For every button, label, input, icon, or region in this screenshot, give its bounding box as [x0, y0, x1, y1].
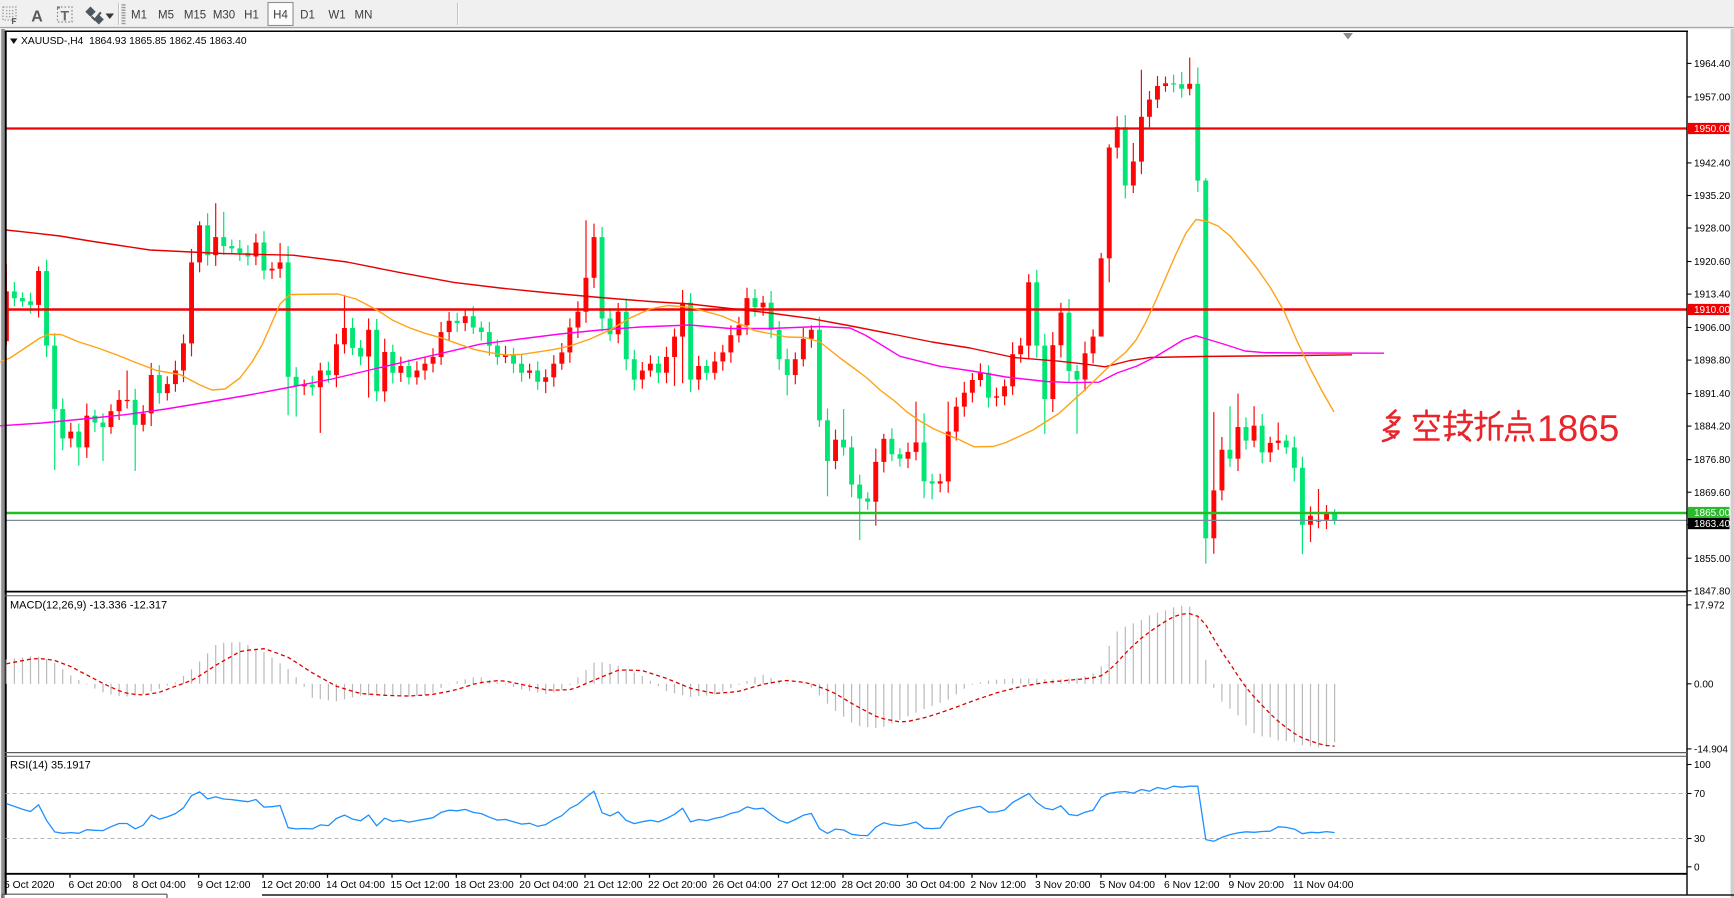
- svg-text:30: 30: [1694, 834, 1706, 845]
- svg-text:0.00: 0.00: [1694, 679, 1714, 690]
- svg-text:30 Oct 04:00: 30 Oct 04:00: [906, 880, 965, 891]
- svg-text:D1: D1: [300, 10, 315, 22]
- svg-text:1865.00: 1865.00: [1694, 508, 1731, 519]
- svg-text:20 Oct 04:00: 20 Oct 04:00: [519, 880, 578, 891]
- svg-text:M1: M1: [131, 10, 147, 22]
- svg-text:3 Nov 20:00: 3 Nov 20:00: [1035, 880, 1091, 891]
- svg-text:H1: H1: [244, 10, 259, 22]
- svg-text:RSI(14) 35.1917: RSI(14) 35.1917: [10, 760, 91, 772]
- svg-text:1950.00: 1950.00: [1694, 124, 1731, 135]
- svg-text:8 Oct 04:00: 8 Oct 04:00: [133, 880, 187, 891]
- svg-text:1847.80: 1847.80: [1694, 586, 1731, 597]
- svg-text:15 Oct 12:00: 15 Oct 12:00: [391, 880, 450, 891]
- svg-text:1898.80: 1898.80: [1694, 356, 1731, 367]
- svg-text:22 Oct 20:00: 22 Oct 20:00: [648, 880, 707, 891]
- svg-text:1935.20: 1935.20: [1694, 191, 1731, 202]
- svg-text:1876.80: 1876.80: [1694, 455, 1731, 466]
- svg-text:A: A: [31, 9, 43, 26]
- svg-text:1863.40: 1863.40: [1694, 519, 1731, 530]
- svg-text:1920.60: 1920.60: [1694, 257, 1731, 268]
- svg-text:1891.40: 1891.40: [1694, 389, 1731, 400]
- svg-text:0: 0: [1694, 862, 1700, 873]
- svg-text:18 Oct 23:00: 18 Oct 23:00: [455, 880, 514, 891]
- svg-text:100: 100: [1694, 760, 1711, 771]
- svg-text:1869.60: 1869.60: [1694, 488, 1731, 499]
- svg-text:H4: H4: [273, 10, 288, 22]
- svg-text:1855.00: 1855.00: [1694, 554, 1731, 565]
- svg-text:MACD(12,26,9) -13.336 -12.317: MACD(12,26,9) -13.336 -12.317: [10, 600, 167, 612]
- svg-text:6 Oct 20:00: 6 Oct 20:00: [69, 880, 123, 891]
- svg-text:1910.00: 1910.00: [1694, 305, 1731, 316]
- svg-text:F: F: [12, 17, 17, 26]
- svg-text:1884.20: 1884.20: [1694, 422, 1731, 433]
- svg-text:1928.00: 1928.00: [1694, 224, 1731, 235]
- svg-text:14 Oct 04:00: 14 Oct 04:00: [326, 880, 385, 891]
- svg-text:9 Nov 20:00: 9 Nov 20:00: [1229, 880, 1285, 891]
- svg-text:17.972: 17.972: [1694, 600, 1725, 611]
- svg-text:M15: M15: [184, 10, 206, 22]
- svg-text:1906.00: 1906.00: [1694, 323, 1731, 334]
- svg-text:70: 70: [1694, 789, 1706, 800]
- svg-text:1957.00: 1957.00: [1694, 93, 1731, 104]
- svg-text:1865: 1865: [1537, 408, 1619, 449]
- svg-text:MN: MN: [355, 10, 373, 22]
- svg-text:28 Oct 20:00: 28 Oct 20:00: [842, 880, 901, 891]
- svg-text:1942.40: 1942.40: [1694, 159, 1731, 170]
- svg-text:XAUUSD-,H4 1864.93 1865.85 18: XAUUSD-,H4 1864.93 1865.85 1862.45 1863.…: [21, 36, 247, 47]
- svg-text:21 Oct 12:00: 21 Oct 12:00: [584, 880, 643, 891]
- svg-text:T: T: [61, 8, 70, 24]
- svg-text:5 Oct 2020: 5 Oct 2020: [4, 880, 55, 891]
- svg-text:11 Nov 04:00: 11 Nov 04:00: [1293, 880, 1354, 891]
- svg-text:6 Nov 12:00: 6 Nov 12:00: [1164, 880, 1220, 891]
- svg-text:-14.904: -14.904: [1694, 745, 1728, 756]
- svg-text:W1: W1: [328, 10, 345, 22]
- svg-text:9 Oct 12:00: 9 Oct 12:00: [197, 880, 251, 891]
- svg-text:26 Oct 04:00: 26 Oct 04:00: [713, 880, 772, 891]
- svg-text:2 Nov 12:00: 2 Nov 12:00: [971, 880, 1027, 891]
- svg-text:1913.40: 1913.40: [1694, 290, 1731, 301]
- svg-text:12 Oct 20:00: 12 Oct 20:00: [262, 880, 321, 891]
- svg-text:5 Nov 04:00: 5 Nov 04:00: [1100, 880, 1156, 891]
- svg-text:M30: M30: [213, 10, 235, 22]
- svg-text:1964.40: 1964.40: [1694, 59, 1731, 70]
- svg-text:M5: M5: [158, 10, 174, 22]
- svg-text:27 Oct 12:00: 27 Oct 12:00: [777, 880, 836, 891]
